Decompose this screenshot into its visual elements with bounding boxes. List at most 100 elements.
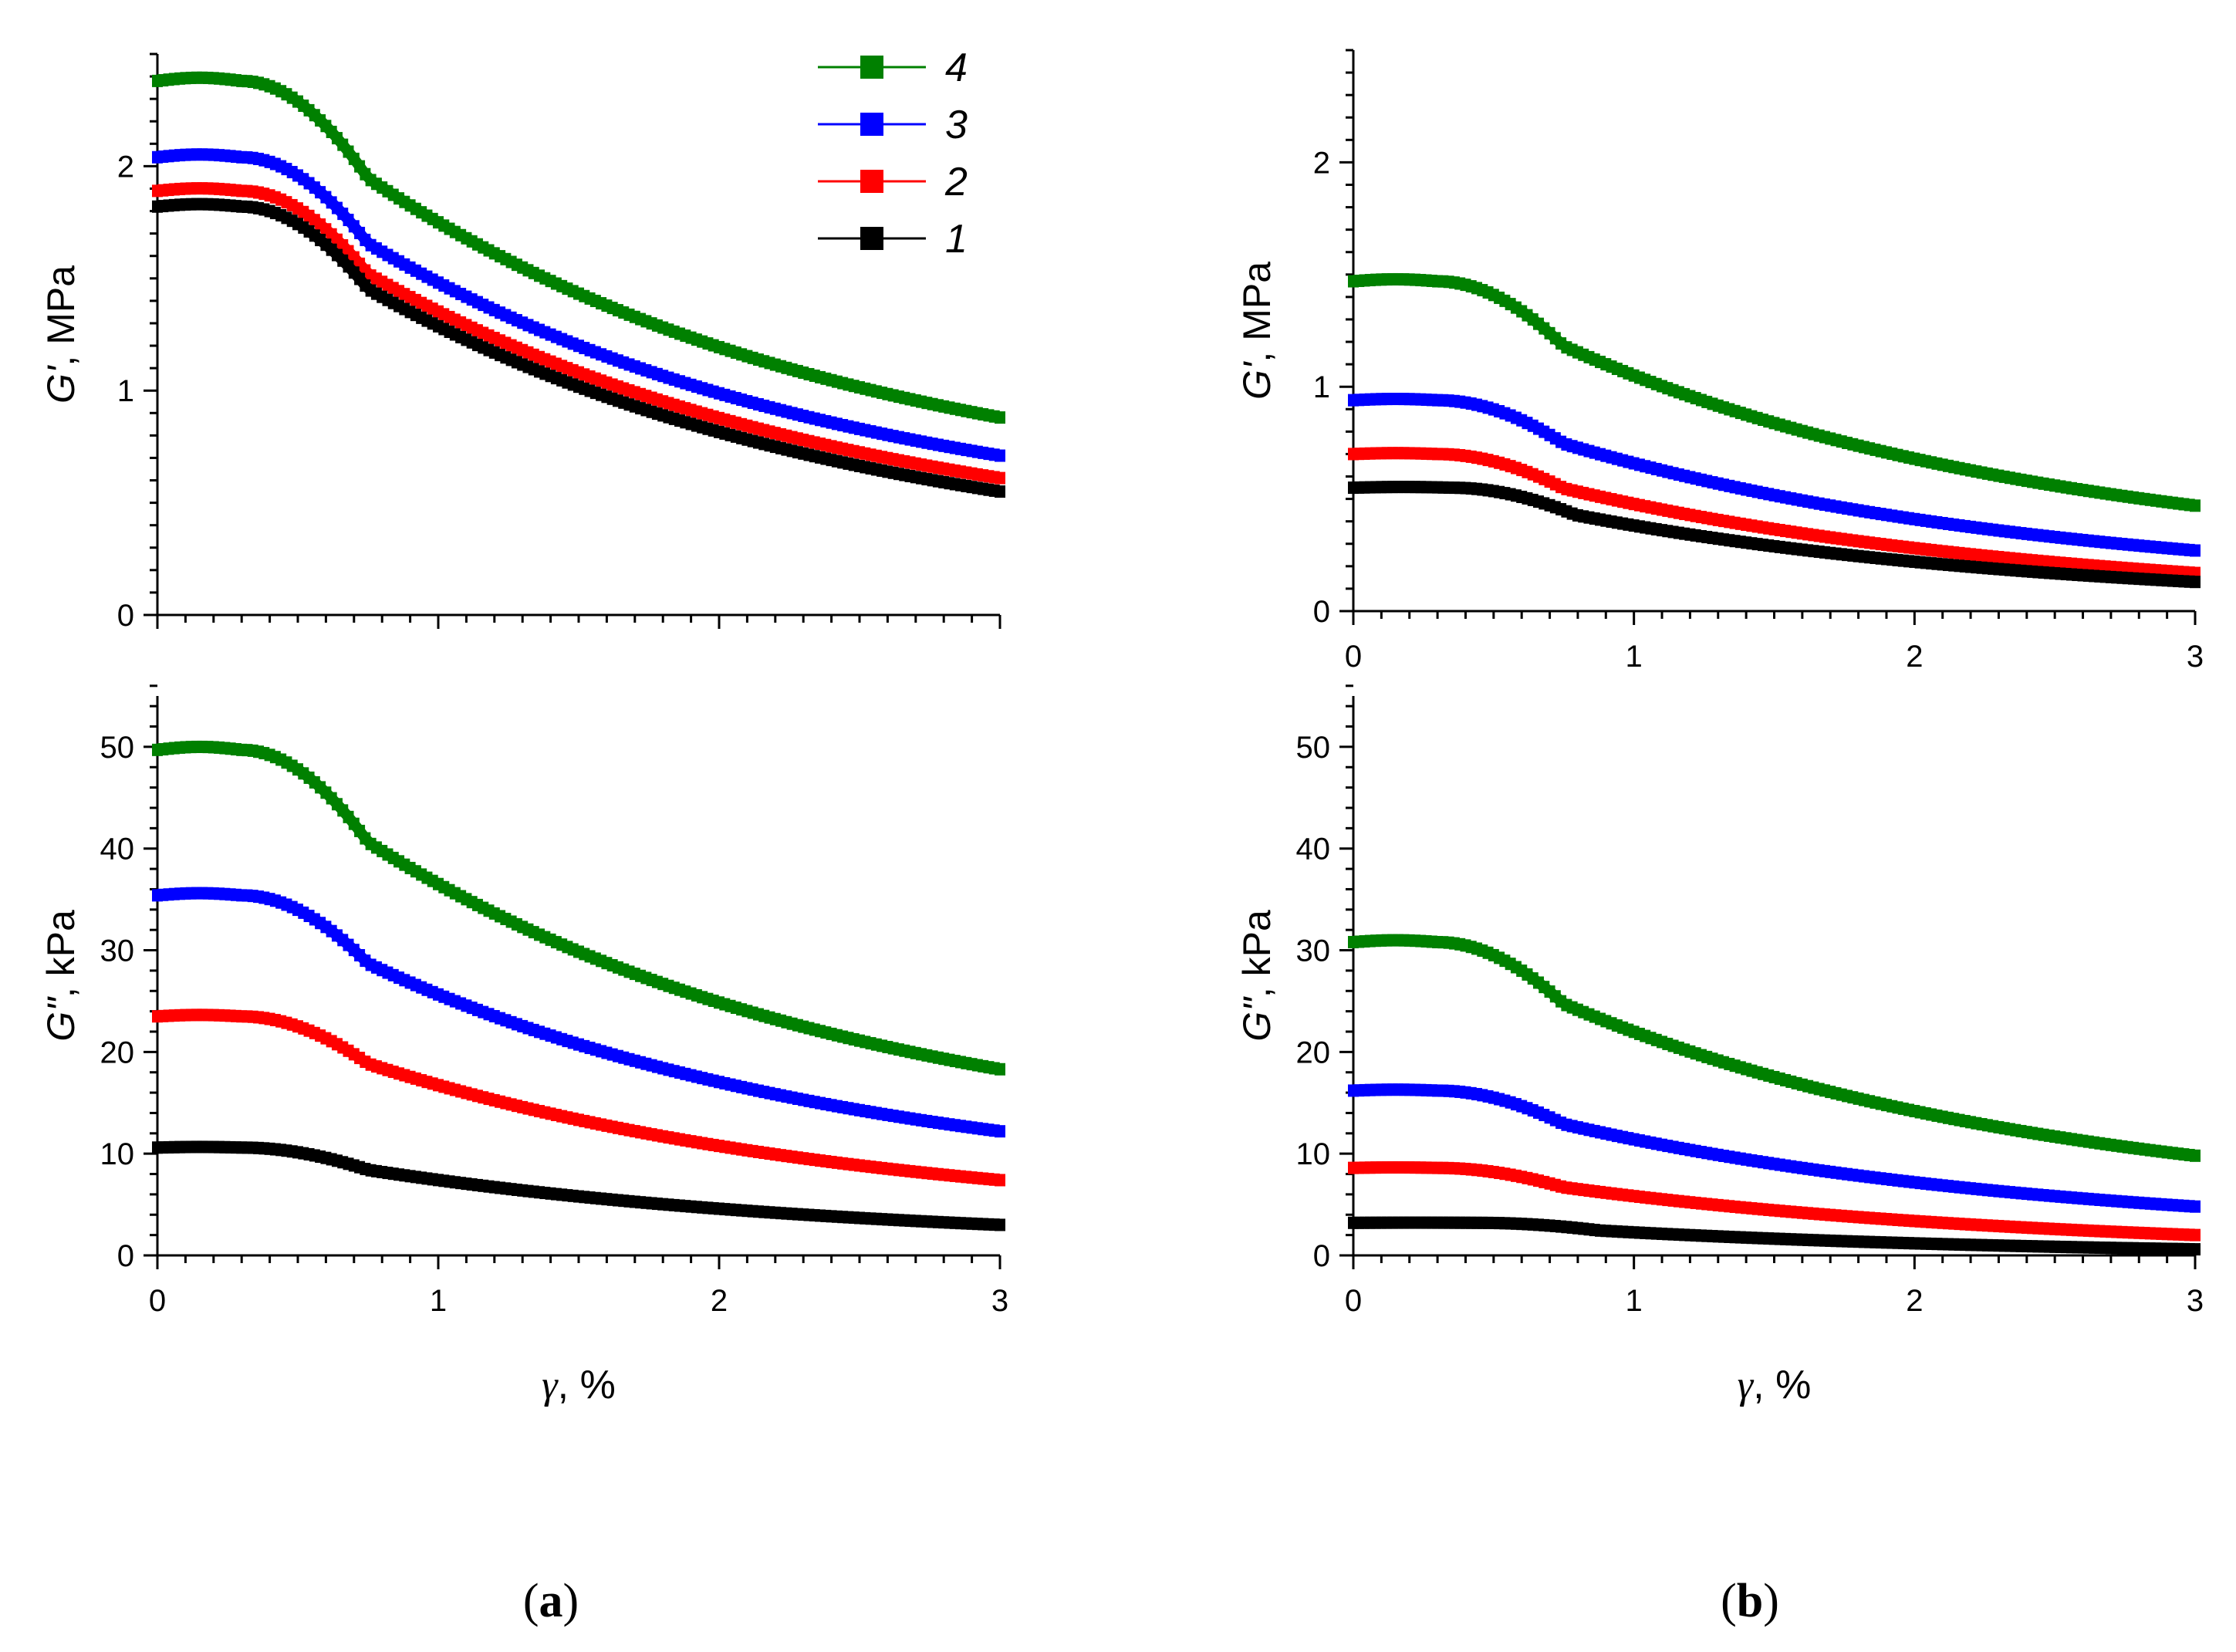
legend-marker xyxy=(860,170,883,193)
y-tick-label: 40 xyxy=(1296,833,1331,867)
y-axis-label-symbol: G" xyxy=(39,996,83,1042)
data-point xyxy=(2190,1243,2201,1256)
series-3 xyxy=(1348,393,2201,557)
legend-label: 4 xyxy=(945,46,968,90)
data-point xyxy=(995,1174,1005,1187)
data-point xyxy=(2190,1149,2201,1162)
legend-marker xyxy=(860,113,883,136)
y-tick-label: 30 xyxy=(1296,934,1331,968)
y-tick-label: 50 xyxy=(100,731,135,765)
x-axis-label: γ, % xyxy=(542,1363,616,1407)
series-4 xyxy=(152,71,1005,424)
legend-label: 2 xyxy=(944,160,968,204)
y-axis-label: G', MPa xyxy=(39,265,83,404)
panel-label-a-open: ( xyxy=(522,1575,539,1627)
y-tick-label: 0 xyxy=(1313,595,1330,629)
x-tick-label: 2 xyxy=(711,1284,728,1318)
x-tick-label: 2 xyxy=(1906,1284,1923,1318)
x-axis-label: γ, % xyxy=(1738,1363,1812,1407)
y-axis-label-unit: , kPa xyxy=(39,910,83,998)
data-point xyxy=(2190,1200,2201,1213)
legend-marker xyxy=(860,56,883,79)
y-tick-label: 0 xyxy=(117,599,134,633)
series-2 xyxy=(152,1008,1005,1187)
series-3 xyxy=(1348,1083,2201,1213)
y-tick-label: 40 xyxy=(100,833,135,867)
x-tick-label: 1 xyxy=(1626,1284,1643,1318)
y-axis-label: G', MPa xyxy=(1235,262,1278,400)
x-tick-label: 0 xyxy=(149,1284,166,1318)
data-point xyxy=(2190,499,2201,512)
y-axis-label-symbol: G' xyxy=(1235,361,1278,400)
panel-label-b-open: ( xyxy=(1721,1575,1737,1627)
legend-entry-1: 1 xyxy=(818,217,968,262)
data-point xyxy=(995,485,1005,498)
data-point xyxy=(2190,544,2201,557)
x-axis-label-unit: , % xyxy=(558,1363,616,1407)
series-1 xyxy=(152,198,1005,498)
legend-marker xyxy=(860,227,883,250)
y-axis-label-unit: , MPa xyxy=(1235,262,1278,363)
y-tick-label: 1 xyxy=(1313,370,1330,404)
panel-label-a-close: ) xyxy=(562,1575,579,1627)
y-tick-label: 0 xyxy=(1313,1239,1330,1273)
data-point xyxy=(995,1062,1005,1076)
series-3 xyxy=(152,887,1005,1138)
y-tick-label: 50 xyxy=(1296,731,1331,765)
y-tick-label: 20 xyxy=(100,1035,135,1069)
y-tick-label: 0 xyxy=(117,1239,134,1273)
y-tick-label: 30 xyxy=(100,934,135,968)
x-tick-label: 1 xyxy=(1626,640,1643,674)
data-point xyxy=(995,1125,1005,1138)
series-2 xyxy=(1348,447,2201,579)
data-point xyxy=(995,449,1005,462)
y-tick-label: 1 xyxy=(117,374,134,408)
y-tick-label: 2 xyxy=(117,150,134,184)
x-axis-label-unit: , % xyxy=(1753,1363,1811,1407)
panel-label-a: (a) xyxy=(474,1574,628,1629)
series-2 xyxy=(152,182,1005,485)
y-axis-label: G", kPa xyxy=(39,910,83,1042)
x-tick-label: 3 xyxy=(991,1284,1008,1318)
legend-label: 3 xyxy=(945,103,968,147)
x-tick-label: 2 xyxy=(1906,640,1923,674)
series-line xyxy=(157,887,1001,1137)
data-point xyxy=(995,471,1005,485)
series-1 xyxy=(1348,481,2201,589)
x-axis-label-symbol: γ xyxy=(1738,1363,1755,1407)
y-axis-label: G", kPa xyxy=(1235,910,1278,1042)
y-tick-label: 20 xyxy=(1296,1035,1331,1069)
x-tick-label: 0 xyxy=(1345,640,1362,674)
data-point xyxy=(995,411,1005,424)
legend: 4 3 2 1 xyxy=(818,46,968,262)
y-tick-label: 10 xyxy=(100,1137,135,1171)
x-axis-label-symbol: γ xyxy=(542,1363,559,1407)
series-line xyxy=(1353,934,2196,1161)
legend-entry-2: 2 xyxy=(818,160,968,204)
x-tick-label: 1 xyxy=(430,1284,447,1318)
series-4 xyxy=(1348,934,2201,1162)
chart-a-top: 0 1 2 G', MPa xyxy=(39,52,1005,633)
y-axis-label-symbol: G' xyxy=(39,365,83,404)
data-point xyxy=(2190,576,2201,589)
series-3 xyxy=(152,148,1005,462)
panel-label-b: (b) xyxy=(1673,1574,1827,1629)
y-axis-label-unit: , MPa xyxy=(39,265,83,367)
legend-entry-3: 3 xyxy=(818,103,968,147)
panel-label-b-letter: b xyxy=(1736,1575,1764,1627)
series-2 xyxy=(1348,1160,2201,1242)
chart-b-top: 0 1 2 3 0 1 2 G', MPa xyxy=(1235,49,2204,674)
x-tick-label: 0 xyxy=(1345,1284,1362,1318)
y-axis-label-symbol: G" xyxy=(1235,996,1278,1042)
series-1 xyxy=(1348,1216,2201,1256)
legend-entry-4: 4 xyxy=(818,46,968,90)
series-1 xyxy=(152,1140,1005,1231)
legend-label: 1 xyxy=(945,217,968,262)
y-tick-label: 10 xyxy=(1296,1137,1331,1171)
series-line xyxy=(1353,274,2196,512)
data-point xyxy=(2190,1228,2201,1242)
y-axis-label-unit: , kPa xyxy=(1235,910,1278,998)
x-tick-label: 3 xyxy=(2187,640,2204,674)
